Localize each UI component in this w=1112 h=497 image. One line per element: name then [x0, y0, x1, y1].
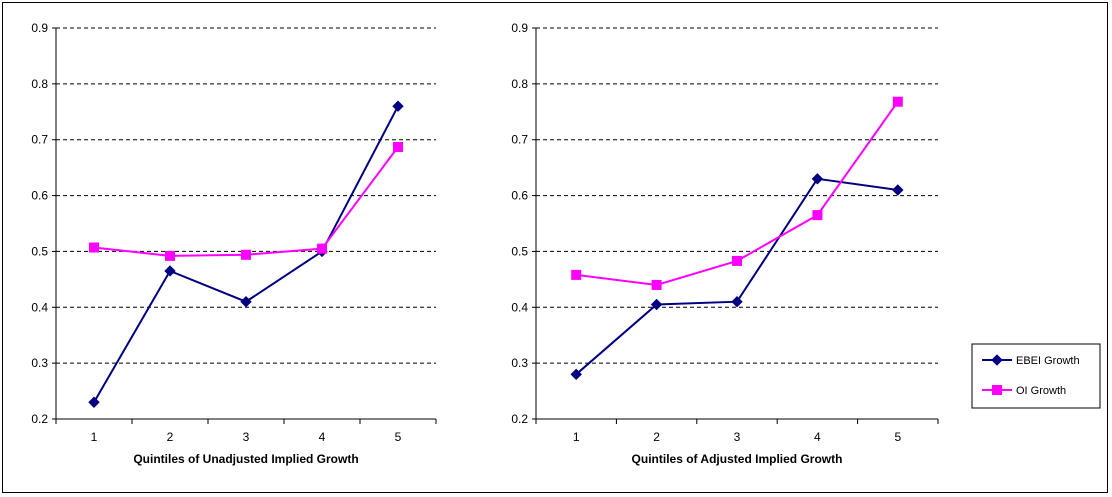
y-tick-label: 0.4 — [511, 300, 528, 314]
data-point-ebei-growth — [570, 368, 582, 381]
legend-label-ebei-growth: EBEI Growth — [1016, 355, 1080, 367]
y-tick-label: 0.8 — [511, 77, 528, 91]
x-tick-label: 2 — [167, 430, 174, 444]
y-tick-label: 0.5 — [511, 244, 528, 258]
y-tick-label: 0.7 — [511, 133, 528, 147]
data-point-oi-growth — [571, 269, 582, 280]
y-tick-label: 0.2 — [511, 412, 528, 426]
y-tick-label: 0.3 — [511, 356, 528, 370]
x-axis-title: Quintiles of Adjusted Implied Growth — [632, 452, 843, 466]
x-tick-label: 4 — [319, 430, 326, 444]
y-tick-label: 0.9 — [31, 21, 48, 35]
data-point-oi-growth — [165, 250, 175, 261]
data-point-ebei-growth — [731, 295, 743, 308]
x-tick-label: 5 — [894, 430, 901, 444]
data-point-ebei-growth — [811, 173, 824, 185]
data-point-oi-growth — [651, 279, 662, 290]
data-point-ebei-growth — [650, 298, 663, 311]
series-line-oi-growth — [93, 146, 399, 257]
data-point-oi-growth — [812, 210, 823, 221]
chart-panel-right: 0.2 0.3 0.4 0.5 0.6 0.7 0.8 0.9 1 2 3 4 5 Quintiles o… — [511, 21, 939, 466]
x-tick-label: 3 — [734, 430, 741, 444]
legend-box — [971, 343, 1101, 409]
y-tick-label: 0.5 — [31, 244, 48, 258]
legend: EBEI Growth OI Growth — [971, 343, 1101, 409]
y-tick-label: 0.4 — [31, 300, 48, 314]
data-point-oi-growth — [732, 255, 742, 266]
x-tick-label: 5 — [395, 430, 402, 444]
data-point-oi-growth — [89, 242, 99, 253]
data-point-ebei-growth — [88, 396, 100, 408]
y-tick-label: 0.9 — [511, 21, 528, 35]
data-point-ebei-growth — [240, 295, 252, 308]
x-tick-label: 2 — [653, 430, 660, 444]
y-tick-label: 0.8 — [31, 77, 48, 91]
data-point-oi-growth — [892, 96, 903, 107]
x-tick-label: 3 — [243, 430, 250, 444]
data-point-ebei-growth — [164, 265, 176, 277]
x-tick-label: 4 — [814, 430, 821, 444]
y-tick-label: 0.3 — [31, 356, 48, 370]
legend-marker-ebei-growth — [991, 354, 1003, 366]
y-tick-label: 0.6 — [511, 189, 528, 203]
data-point-oi-growth — [393, 141, 403, 152]
y-tick-label: 0.6 — [31, 189, 48, 203]
y-tick-label: 0.7 — [31, 133, 48, 147]
series-line-ebei-growth — [575, 177, 898, 376]
legend-label-oi-growth: OI Growth — [1016, 385, 1066, 397]
y-tick-label: 0.2 — [31, 412, 48, 426]
data-point-ebei-growth — [392, 100, 404, 112]
legend-marker-oi-growth — [992, 385, 1002, 395]
chart-panel-left: 0.2 0.3 0.4 0.5 0.6 0.7 0.8 0.9 1 2 3 4 5 Quintiles o… — [31, 21, 437, 466]
x-axis-title: Quintiles of Unadjusted Implied Growth — [133, 452, 358, 466]
data-point-oi-growth — [317, 243, 327, 254]
x-tick-label: 1 — [91, 430, 98, 444]
data-point-ebei-growth — [892, 184, 904, 196]
data-point-oi-growth — [241, 249, 251, 260]
x-tick-label: 1 — [573, 430, 580, 444]
